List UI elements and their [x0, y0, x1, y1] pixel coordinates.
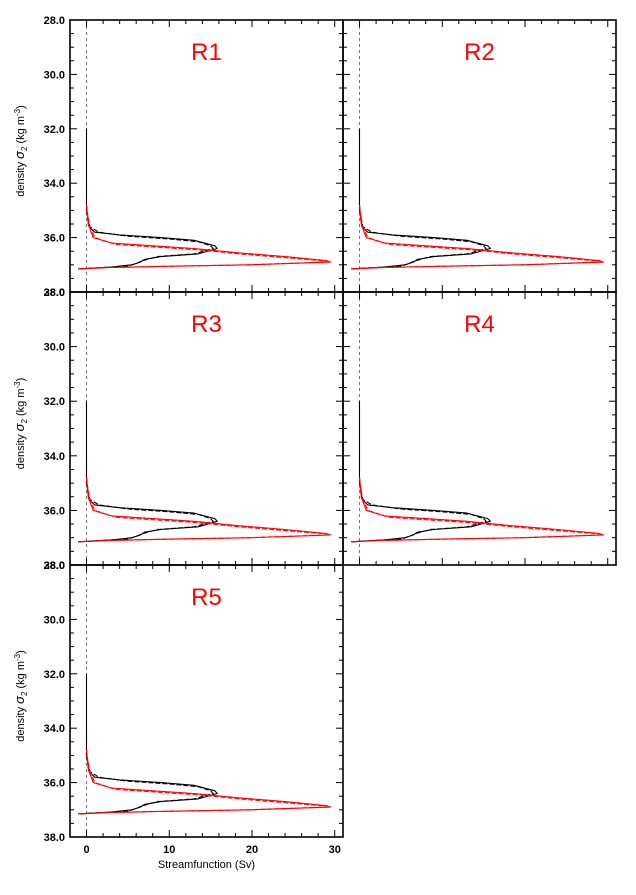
y-tick-label: 38.0 [44, 287, 65, 299]
series-line-red-solid [78, 204, 332, 270]
series-line-black-dashed [78, 210, 214, 270]
panel-title: R5 [191, 584, 222, 611]
series-line-red-solid [78, 477, 332, 543]
panel-title: R3 [191, 311, 222, 338]
x-axis-title: Streamfunction (Sv) [158, 859, 255, 871]
y-tick-label: 32.0 [44, 396, 65, 408]
chart-panel-3: 28.0 30.0 32.0 34.0 36.0 38.0 density σ2 (kg m… [12, 287, 344, 572]
y-tick-label: 28.0 [44, 15, 65, 27]
series-line-black-solid [351, 128, 491, 270]
y-tick-label: 30.0 [44, 614, 65, 626]
series-line-red-dashed [78, 749, 328, 815]
y-tick-label: 32.0 [44, 669, 65, 681]
series-line-red-dashed [351, 204, 601, 270]
panel-title: R4 [464, 311, 495, 338]
series-line-black-solid [78, 128, 218, 270]
y-tick-label: 38.0 [44, 560, 65, 572]
series-line-black-dashed [78, 755, 214, 815]
chart-panel-1: 28.0 30.0 32.0 34.0 36.0 38.0 density σ2 (kg m… [12, 15, 344, 299]
series-line-red-dashed [78, 204, 328, 270]
series-line-black-dashed [351, 482, 487, 543]
series-line-black-solid [351, 401, 491, 543]
y-axis-title: density σ2 (kg m-3) [12, 650, 29, 742]
y-tick-label: 34.0 [44, 723, 65, 735]
chart-panel-5: 28.0 30.0 32.0 34.0 36.0 38.0 0 10 20 30 density σ… [12, 560, 344, 871]
chart-panel-2: R2 [342, 19, 617, 293]
panel-title: R1 [191, 39, 222, 66]
y-tick-label: 34.0 [44, 178, 65, 190]
series-line-black-solid [78, 401, 218, 543]
y-tick-label: 38.0 [44, 832, 65, 844]
series-line-black-solid [78, 673, 218, 815]
series-line-red-solid [351, 204, 605, 270]
series-line-red-solid [78, 749, 332, 815]
panel-title: R2 [464, 39, 495, 66]
y-axis-title: density σ2 (kg m-3) [12, 105, 29, 197]
y-tick-label: 30.0 [44, 69, 65, 81]
series-line-black-dashed [351, 210, 487, 270]
chart-panel-4: R4 [342, 291, 617, 566]
series-line-red-dashed [78, 477, 328, 543]
y-tick-label: 28.0 [44, 287, 65, 299]
y-tick-label: 32.0 [44, 124, 65, 136]
y-tick-label: 34.0 [44, 451, 65, 463]
x-tick-label: 30 [329, 844, 341, 856]
y-tick-label: 36.0 [44, 505, 65, 517]
series-line-red-solid [351, 477, 605, 543]
y-tick-label: 36.0 [44, 233, 65, 245]
series-line-black-dashed [78, 482, 214, 543]
x-tick-label: 10 [163, 844, 175, 856]
series-line-red-dashed [351, 477, 601, 543]
y-tick-label: 28.0 [44, 560, 65, 572]
y-tick-label: 36.0 [44, 778, 65, 790]
y-tick-label: 30.0 [44, 342, 65, 354]
x-tick-label: 20 [246, 844, 258, 856]
y-axis-title: density σ2 (kg m-3) [12, 378, 29, 470]
x-tick-label: 0 [83, 844, 89, 856]
